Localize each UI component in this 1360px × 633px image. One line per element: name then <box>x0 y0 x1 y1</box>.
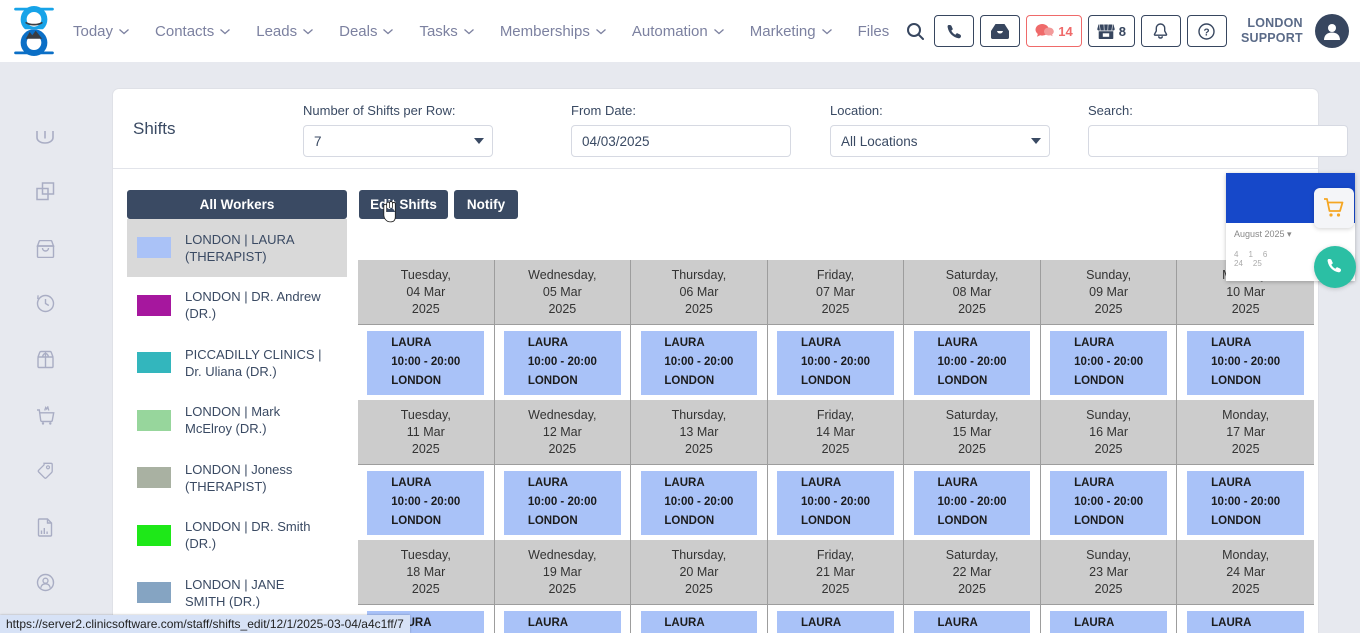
svg-text:?: ? <box>1204 27 1210 38</box>
